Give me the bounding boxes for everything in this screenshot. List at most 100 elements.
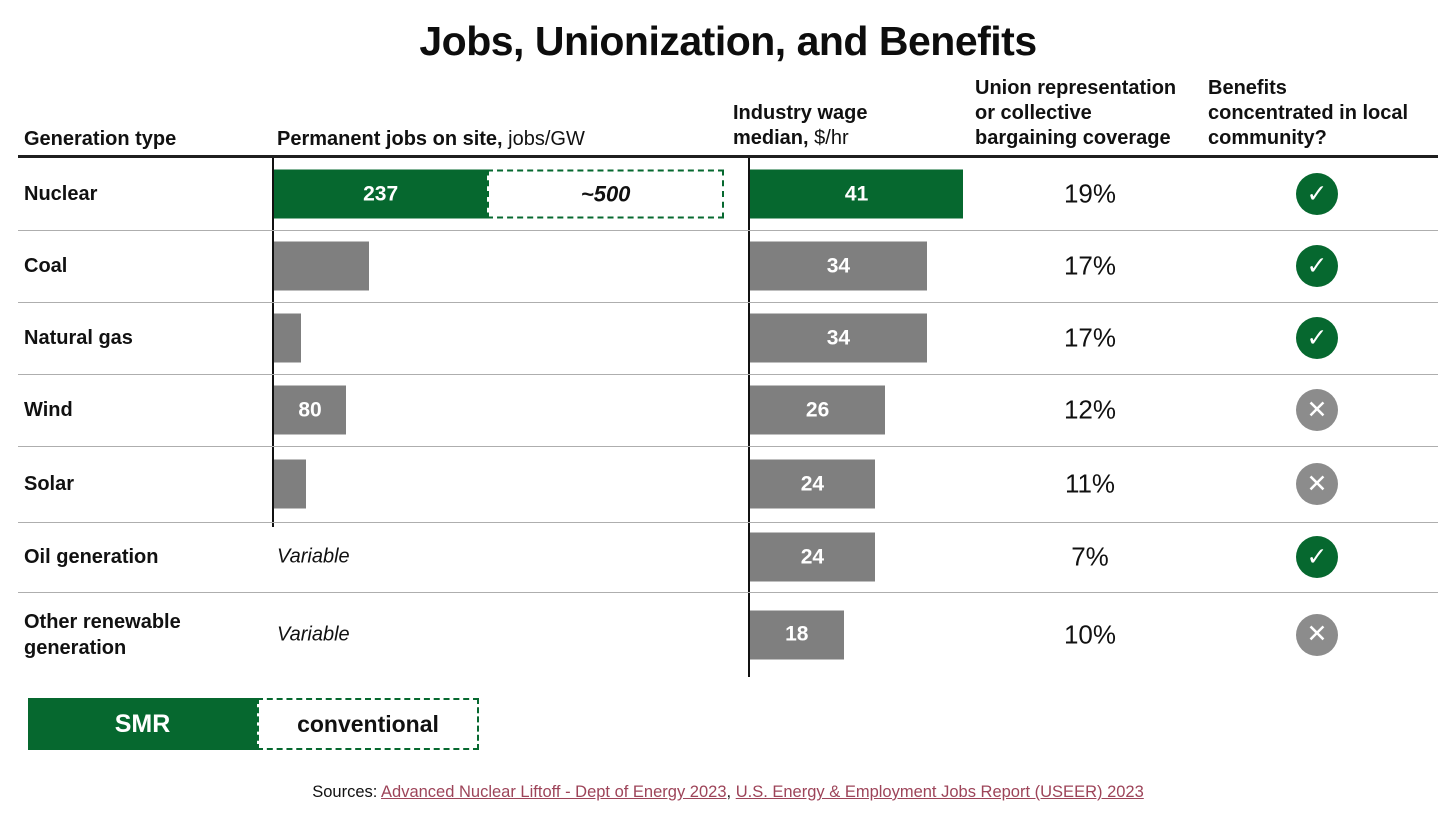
- benefit-check-icon: ✓: [1296, 317, 1338, 359]
- wage-bar-label: 41: [844, 182, 869, 205]
- jobs-bar-smr: 237: [274, 169, 488, 219]
- jobs-bar: [274, 459, 306, 509]
- source-link-useer[interactable]: U.S. Energy & Employment Jobs Report (US…: [735, 783, 1144, 801]
- column-header-benefits: Benefits concentrated in local community…: [1208, 76, 1443, 151]
- jobs-bar-label: 80: [298, 398, 322, 421]
- x-glyph: ✕: [1306, 619, 1328, 648]
- row-label-solar: Solar: [24, 473, 75, 495]
- table-row-other-renewable: Other renewable generation Variable 18 1…: [18, 592, 1438, 677]
- header-union-line3: bargaining coverage: [975, 127, 1171, 149]
- sources-separator: ,: [726, 783, 736, 801]
- header-wage-unit: $/hr: [808, 127, 849, 149]
- jobs-cell: [274, 313, 301, 363]
- wage-bar: 34: [750, 241, 927, 291]
- table-row-oil-generation: Oil generation Variable 24 7% ✓: [18, 522, 1438, 593]
- column-header-generation-type: Generation type: [24, 128, 177, 150]
- wage-bar: 24: [750, 532, 875, 582]
- union-value: 19%: [1063, 178, 1117, 209]
- benefit-check-icon: ✓: [1296, 536, 1338, 578]
- table-row-solar: Solar 24 11% ✕: [18, 446, 1438, 523]
- table-row-natural-gas: Natural gas 34 17% ✓: [18, 302, 1438, 375]
- header-union-line1: Union representation: [975, 77, 1177, 99]
- table-row-coal: Coal 34 17% ✓: [18, 230, 1438, 303]
- jobs-bar: [274, 241, 369, 291]
- wage-cell: 34: [750, 313, 927, 363]
- row-label-nuclear: Nuclear: [24, 183, 98, 205]
- benefit-x-icon: ✕: [1296, 463, 1338, 505]
- x-glyph: ✕: [1306, 394, 1328, 424]
- union-value: 17%: [1063, 250, 1117, 281]
- table-row-wind: Wind 80 26 12% ✕: [18, 374, 1438, 447]
- check-glyph: ✓: [1306, 322, 1328, 352]
- union-value: 10%: [1063, 619, 1117, 649]
- wage-bar-label: 18: [785, 622, 809, 646]
- wage-cell: 24: [750, 532, 875, 582]
- jobs-bar-conventional-label: ~500: [580, 181, 631, 206]
- source-link-doe-liftoff[interactable]: Advanced Nuclear Liftoff - Dept of Energ…: [381, 783, 727, 801]
- page-title: Jobs, Unionization, and Benefits: [419, 18, 1037, 64]
- wage-bar: 24: [750, 459, 875, 509]
- jobs-cell: [274, 241, 369, 291]
- header-benefits-line3: community?: [1208, 127, 1327, 149]
- wage-bar-label: 24: [800, 545, 825, 568]
- jobs-bar: [274, 313, 301, 363]
- header-jobs-bold: Permanent jobs on site,: [277, 128, 503, 150]
- wage-cell: 41: [750, 169, 964, 219]
- benefit-check-icon: ✓: [1296, 245, 1338, 287]
- header-benefits-line2: concentrated in local: [1208, 102, 1409, 124]
- wage-bar: 34: [750, 313, 927, 363]
- wage-bar-label: 26: [805, 398, 830, 421]
- row-label-wind: Wind: [24, 399, 73, 421]
- wage-axis-line: [748, 158, 750, 677]
- check-glyph: ✓: [1306, 178, 1328, 208]
- wage-bar: 18: [750, 610, 844, 659]
- header-wage-line1: Industry wage: [733, 102, 868, 124]
- row-label-other-renewable: Other renewable generation: [24, 610, 181, 659]
- header-underline: [18, 155, 1438, 158]
- row-label-coal: Coal: [24, 255, 68, 277]
- jobs-variable-text: Variable: [277, 545, 350, 568]
- union-value: 7%: [1071, 541, 1109, 572]
- wage-bar: 26: [750, 385, 886, 435]
- header-jobs-unit: jobs/GW: [502, 128, 585, 150]
- wage-bar-label: 24: [800, 472, 825, 495]
- row-label-natural-gas: Natural gas: [24, 327, 133, 349]
- jobs-variable-text: Variable: [277, 623, 350, 645]
- sources-line: Sources: Advanced Nuclear Liftoff - Dept…: [0, 783, 1456, 802]
- legend-smr-swatch: SMR: [28, 698, 257, 750]
- header-benefits-line1: Benefits: [1208, 77, 1287, 99]
- check-glyph: ✓: [1306, 541, 1328, 571]
- jobs-cell: 80: [274, 385, 346, 435]
- wage-cell: 24: [750, 459, 875, 509]
- jobs-bar-conventional: ~500: [487, 169, 724, 219]
- union-value: 12%: [1063, 394, 1117, 425]
- wage-cell: 34: [750, 241, 927, 291]
- wage-cell: 26: [750, 385, 886, 435]
- jobs-cell: 237 ~500: [274, 169, 724, 219]
- jobs-bar: 80: [274, 385, 346, 435]
- wage-bar: 41: [750, 169, 964, 219]
- union-value: 17%: [1063, 322, 1117, 353]
- jobs-bar-smr-label: 237: [363, 182, 399, 205]
- wage-bar-label: 34: [826, 254, 851, 277]
- header-wage-line2: median, $/hr: [733, 126, 943, 151]
- sources-prefix: Sources:: [312, 783, 382, 801]
- union-value: 11%: [1064, 468, 1116, 499]
- wage-cell: 18: [750, 610, 844, 659]
- check-glyph: ✓: [1306, 250, 1328, 280]
- column-header-union: Union representation or collective barga…: [975, 76, 1200, 151]
- jobs-axis-line: [272, 158, 274, 527]
- wage-bar-label: 34: [826, 326, 851, 349]
- table-row-nuclear: Nuclear 237 ~500 41 19% ✓: [18, 158, 1438, 231]
- legend: SMR conventional: [28, 698, 479, 750]
- header-union-line2: or collective: [975, 102, 1092, 124]
- row-label-oil-generation: Oil generation: [24, 546, 159, 568]
- header-wage-median: median,: [733, 127, 809, 149]
- column-header-permanent-jobs: Permanent jobs on site, jobs/GW: [277, 127, 585, 152]
- benefit-x-icon: ✕: [1296, 613, 1338, 656]
- jobs-cell: [274, 459, 306, 509]
- benefit-x-icon: ✕: [1296, 389, 1338, 431]
- legend-conventional-swatch: conventional: [257, 698, 479, 750]
- column-header-industry-wage: Industry wage median, $/hr: [733, 101, 943, 151]
